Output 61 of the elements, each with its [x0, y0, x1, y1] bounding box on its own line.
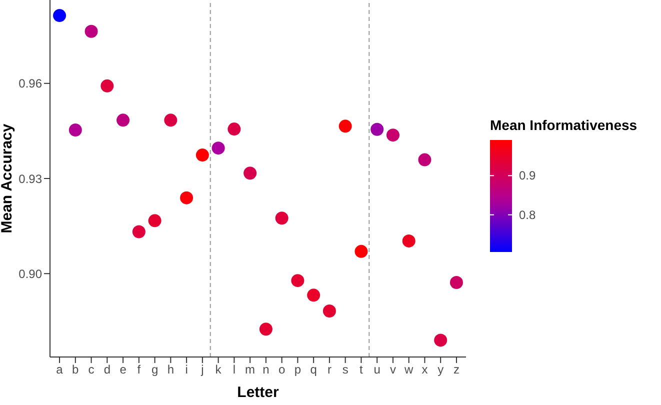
x-tick-label: c: [88, 362, 94, 377]
x-tick-label: e: [120, 362, 127, 377]
point: [259, 322, 272, 336]
point: [322, 304, 336, 318]
x-tick-label: p: [294, 362, 302, 377]
point: [212, 142, 225, 155]
colorbar: Mean Informativeness 0.8 0.9: [470, 0, 661, 300]
point: [116, 114, 130, 127]
y-tick-label: 0.96: [18, 76, 42, 91]
point: [244, 166, 257, 180]
x-tick-label: b: [72, 362, 80, 377]
point: [418, 153, 432, 166]
point: [434, 334, 448, 347]
point: [450, 276, 463, 289]
x-tick-label: l: [232, 362, 236, 377]
x-tick-label: w: [404, 362, 414, 377]
x-tick-label: g: [151, 362, 158, 377]
x-tick-label: t: [360, 362, 364, 377]
x-tick-label: a: [56, 362, 64, 377]
x-tick-label: h: [167, 362, 174, 377]
point: [68, 123, 82, 136]
point: [307, 288, 320, 302]
y-axis-title: Mean Accuracy: [0, 123, 16, 234]
x-tick-label: q: [310, 362, 317, 377]
x-tick-label: x: [422, 362, 428, 377]
point: [354, 244, 368, 258]
x-tick-label: j: [200, 362, 204, 377]
y-tick-label: 0.90: [18, 266, 42, 281]
point: [196, 148, 209, 162]
x-tick-label: f: [137, 362, 142, 377]
x-tick-label: y: [438, 362, 444, 377]
x-tick-label: i: [185, 362, 188, 377]
x-axis-title: Letter: [237, 384, 279, 401]
point: [291, 274, 304, 288]
point: [84, 24, 98, 38]
x-tick-label: z: [453, 362, 460, 377]
x-tick-label: d: [104, 362, 111, 377]
x-tick-label: k: [215, 362, 222, 377]
point: [53, 9, 66, 22]
x-tick-label: o: [278, 362, 286, 377]
point: [386, 128, 400, 142]
point: [180, 191, 194, 204]
point: [228, 122, 241, 136]
point: [100, 79, 114, 92]
point: [132, 225, 146, 238]
point: [275, 212, 288, 225]
point: [148, 214, 162, 228]
point: [338, 120, 352, 133]
x-tick-label: r: [327, 362, 332, 377]
x-tick-label: v: [390, 362, 396, 377]
x-tick-label: n: [262, 362, 270, 377]
x-tick-label: u: [374, 362, 380, 377]
color-bar-label: 0.9: [519, 168, 536, 183]
point: [402, 234, 416, 248]
x-tick-label: m: [245, 362, 256, 377]
y-tick-label: 0.93: [18, 172, 42, 186]
x-tick-label: s: [342, 362, 348, 377]
color-bar-title: Mean Informativeness: [490, 117, 638, 133]
point: [370, 122, 384, 136]
color-bar-label: 0.8: [519, 208, 536, 222]
point: [164, 114, 178, 127]
